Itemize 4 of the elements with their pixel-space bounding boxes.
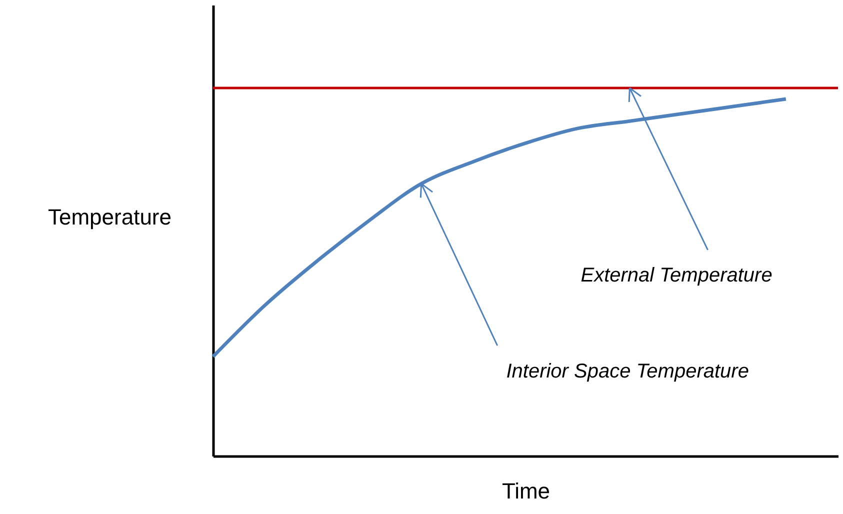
x-axis-title: Time [502,478,550,504]
annotation: Interior Space Temperature [506,360,749,382]
y-axis-title: Temperature [48,204,172,230]
annotation: External Temperature [580,264,772,287]
